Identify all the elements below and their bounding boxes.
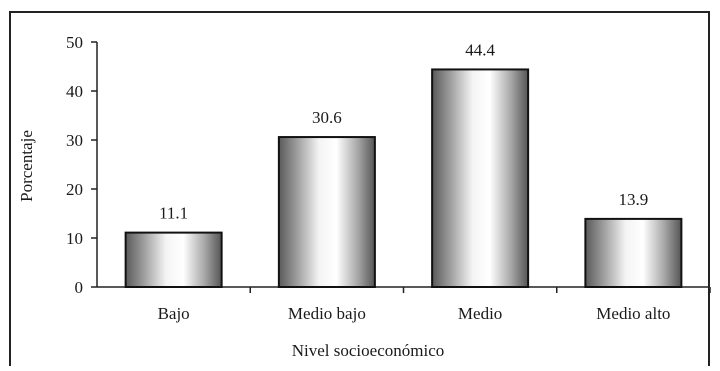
- x-axis-label: Nivel socioeconómico: [292, 341, 445, 360]
- y-tick-label: 40: [66, 82, 83, 101]
- data-label: 30.6: [312, 108, 342, 127]
- y-tick-label: 10: [66, 229, 83, 248]
- data-label: 13.9: [619, 190, 649, 209]
- y-tick-label: 20: [66, 180, 83, 199]
- x-tick-label: Bajo: [158, 304, 190, 323]
- y-ticks: 0 10 20 30 40 50: [66, 33, 97, 297]
- data-label: 44.4: [465, 40, 495, 59]
- bar: [124, 231, 223, 288]
- x-tick-label: Medio alto: [596, 304, 670, 323]
- bar: [277, 136, 376, 288]
- x-tick-labels: Bajo Medio bajo Medio Medio alto: [158, 287, 711, 323]
- y-tick-label: 0: [75, 278, 84, 297]
- data-label: 11.1: [159, 204, 188, 223]
- y-axis-label: Porcentaje: [17, 130, 36, 202]
- bar: [431, 68, 530, 288]
- chart-border: [9, 11, 710, 366]
- x-tick-label: Medio bajo: [288, 304, 366, 323]
- y-tick-label: 50: [66, 33, 83, 52]
- y-tick-label: 30: [66, 131, 83, 150]
- x-tick-label: Medio: [458, 304, 502, 323]
- bars: 11.1 30.6 44.4 13.9: [124, 40, 683, 288]
- bar: [584, 217, 683, 288]
